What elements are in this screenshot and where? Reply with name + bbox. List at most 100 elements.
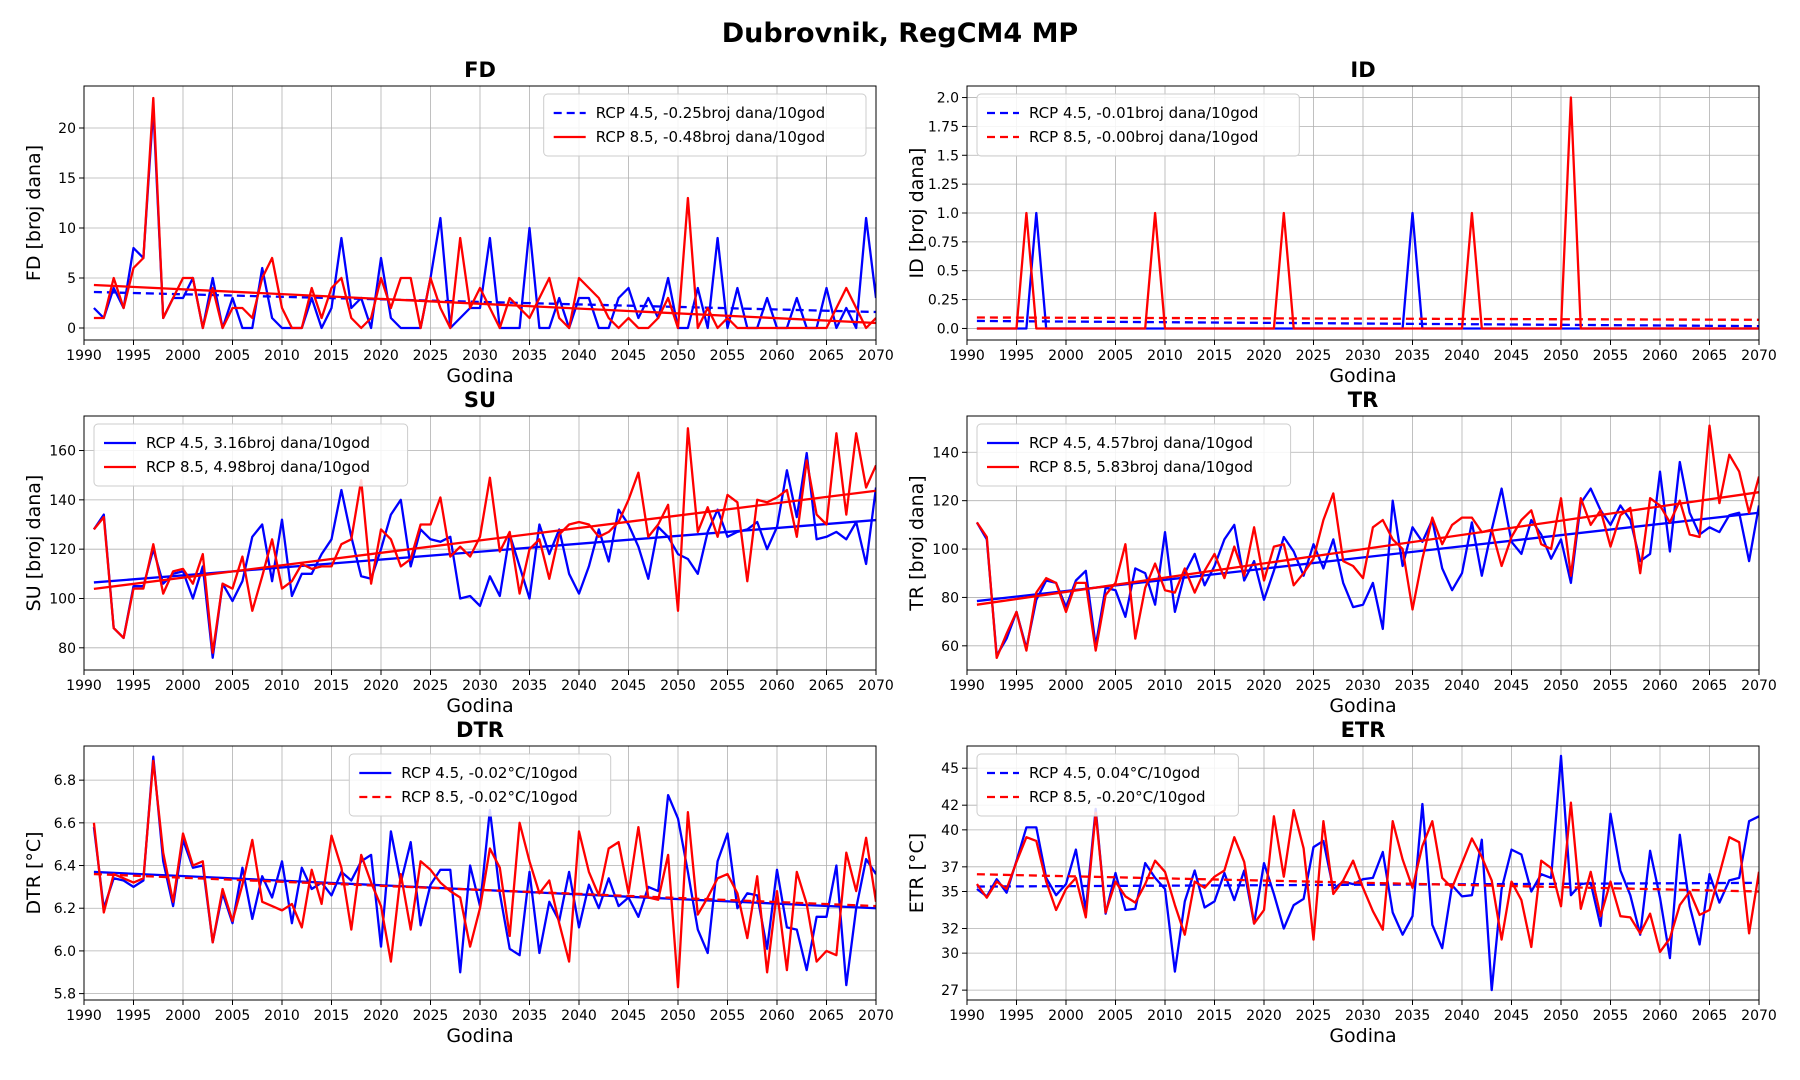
x-tick-label: 2005: [1098, 678, 1134, 694]
chart-title: ETR: [1341, 718, 1386, 742]
chart-title: ID: [1350, 58, 1375, 82]
x-tick-label: 2000: [165, 678, 201, 694]
x-tick-label: 1995: [116, 348, 152, 364]
legend-box: [976, 93, 1300, 157]
x-tick-label: 2040: [561, 1008, 597, 1024]
x-tick-label: 1990: [66, 1008, 102, 1024]
x-tick-label: 2045: [1494, 348, 1530, 364]
legend-box: [976, 423, 1292, 487]
y-tick-label: 80: [58, 641, 76, 657]
x-tick-label: 2000: [1048, 678, 1084, 694]
x-tick-label: 2065: [1692, 1008, 1728, 1024]
x-tick-label: 2050: [660, 348, 696, 364]
x-tick-label: 2060: [759, 1008, 795, 1024]
y-tick-label: 100: [49, 591, 76, 607]
legend-entry: RCP 8.5, -0.48broj dana/10god: [596, 128, 825, 146]
x-tick-label: 2070: [858, 678, 894, 694]
x-tick-label: 2025: [1296, 1008, 1332, 1024]
legend-entry: RCP 8.5, -0.02°C/10god: [401, 788, 578, 806]
y-tick-label: 80: [941, 590, 959, 606]
x-tick-label: 2060: [1642, 1008, 1678, 1024]
y-tick-label: 20: [58, 121, 76, 137]
legend: RCP 4.5, 4.57broj dana/10god RCP 8.5, 5.8…: [976, 423, 1292, 487]
trend-line-2: [93, 872, 877, 908]
chart-title: TR: [1348, 388, 1379, 412]
trend-line-2: [976, 316, 1760, 321]
legend-box: [976, 753, 1239, 817]
y-tick-label: 0.75: [928, 235, 959, 251]
x-tick-label: 2015: [314, 1008, 350, 1024]
x-tick-label: 2030: [1345, 348, 1381, 364]
trend-line-2: [93, 283, 877, 325]
x-tick-label: 2050: [660, 678, 696, 694]
x-tick-label: 2040: [1444, 1008, 1480, 1024]
x-tick-label: 2070: [858, 348, 894, 364]
y-axis-label: TR [broj dana]: [906, 475, 928, 611]
x-tick-label: 2070: [1741, 1008, 1777, 1024]
x-tick-label: 2025: [1296, 348, 1332, 364]
legend-entry: RCP 8.5, -0.20°C/10god: [1029, 788, 1206, 806]
x-tick-label: 2065: [809, 1008, 845, 1024]
y-tick-label: 100: [932, 542, 959, 558]
x-tick-label: 2065: [1692, 348, 1728, 364]
x-tick-label: 2040: [1444, 678, 1480, 694]
x-tick-label: 2040: [561, 348, 597, 364]
trend-line-2: [976, 873, 1760, 893]
x-tick-label: 2005: [215, 678, 251, 694]
x-tick-label: 1995: [116, 1008, 152, 1024]
x-tick-label: 2005: [1098, 1008, 1134, 1024]
y-tick-label: 15: [58, 171, 76, 187]
x-tick-label: 2020: [1246, 1008, 1282, 1024]
series-line-2: [976, 96, 1759, 330]
x-tick-label: 2000: [165, 1008, 201, 1024]
x-tick-label: 2055: [710, 348, 746, 364]
x-tick-label: 2035: [1395, 678, 1431, 694]
trend-line-1: [976, 319, 1760, 328]
x-tick-label: 2025: [1296, 678, 1332, 694]
x-tick-label: 2035: [512, 1008, 548, 1024]
x-tick-label: 2005: [1098, 348, 1134, 364]
x-tick-label: 2005: [215, 348, 251, 364]
x-tick-label: 2070: [858, 1008, 894, 1024]
x-axis-label: Godina: [446, 1025, 513, 1047]
legend: RCP 4.5, -0.25broj dana/10god RCP 8.5, -0…: [543, 93, 867, 157]
x-tick-label: 2010: [1147, 678, 1183, 694]
x-tick-label: 1990: [949, 1008, 985, 1024]
x-tick-label: 1995: [999, 678, 1035, 694]
chart-id: 1990 1995 2000 2005 2010 2015 2020 2025 2030 2035…: [906, 58, 1777, 387]
x-tick-label: 2015: [1197, 1008, 1233, 1024]
legend: RCP 4.5, -0.02°C/10god RCP 8.5, -0.02°C/1…: [348, 753, 612, 817]
x-tick-label: 2055: [1593, 1008, 1629, 1024]
y-tick-label: 2.0: [937, 91, 959, 107]
series-line-2: [975, 801, 1759, 954]
x-tick-label: 2050: [1543, 678, 1579, 694]
trend-line-1: [976, 881, 1760, 888]
series-line-1: [92, 755, 876, 987]
series-line-2: [92, 759, 876, 989]
y-tick-label: 40: [941, 823, 959, 839]
x-tick-label: 2065: [809, 678, 845, 694]
x-tick-label: 1995: [116, 678, 152, 694]
x-axis-label: Godina: [1329, 695, 1396, 717]
series-line-2: [975, 424, 1759, 660]
y-axis-label: DTR [°C]: [23, 831, 45, 914]
chart-title: SU: [464, 388, 496, 412]
x-tick-label: 2025: [413, 348, 449, 364]
x-tick-label: 2035: [512, 678, 548, 694]
x-tick-label: 2050: [1543, 1008, 1579, 1024]
chart-etr: 1990 1995 2000 2005 2010 2015 2020 2025 2030 2035…: [906, 718, 1777, 1047]
x-tick-label: 2005: [215, 1008, 251, 1024]
x-tick-label: 2010: [264, 678, 300, 694]
x-tick-label: 2060: [1642, 348, 1678, 364]
chart-fd: 1990 1995 2000 2005 2010 2015 2020 2025 2030 2035…: [23, 58, 894, 387]
x-tick-label: 2045: [1494, 678, 1530, 694]
y-tick-label: 60: [941, 639, 959, 655]
y-tick-label: 6.8: [54, 773, 76, 789]
y-tick-label: 42: [941, 798, 959, 814]
legend: RCP 4.5, 3.16broj dana/10god RCP 8.5, 4.9…: [93, 423, 409, 487]
x-tick-label: 2015: [314, 678, 350, 694]
chart-title: FD: [464, 58, 496, 82]
legend-entry: RCP 4.5, 3.16broj dana/10god: [146, 434, 370, 452]
x-tick-label: 2025: [413, 1008, 449, 1024]
